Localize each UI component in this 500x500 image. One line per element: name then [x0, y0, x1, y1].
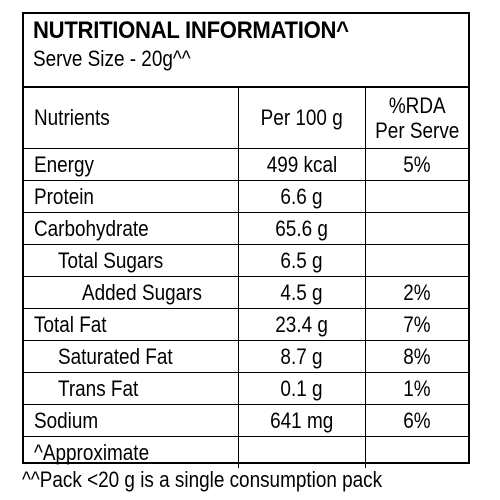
nutrient-name: Trans Fat [24, 372, 239, 405]
rda-value: 5% [364, 148, 468, 181]
table-row: Total Sugars 6.5 g [24, 244, 468, 277]
table-row: Total Fat 23.4 g 7% [24, 308, 468, 341]
nutrition-table: Nutrients Per 100 g %RDA Per Serve Energ… [24, 88, 468, 468]
nutrient-name: Carbohydrate [24, 212, 239, 245]
rda-value [364, 212, 468, 245]
per-100g-value: 0.1 g [237, 372, 366, 405]
nutrient-name: Energy [24, 148, 239, 181]
serve-size: Serve Size - 20g^^ [33, 46, 191, 71]
nutrient-name: Sodium [24, 404, 239, 437]
rda-value [364, 180, 468, 213]
nutrient-name: ^Approximate [24, 436, 239, 468]
table-row: Trans Fat 0.1 g 1% [24, 372, 468, 405]
nutrition-panel: NUTRITIONAL INFORMATION^ Serve Size - 20… [22, 12, 470, 468]
nutrient-name: Total Sugars [24, 244, 239, 277]
table-row: Carbohydrate 65.6 g [24, 212, 468, 245]
rda-value: 6% [364, 404, 468, 437]
header-rda-line2: Per Serve [374, 118, 459, 143]
header-per-100g: Per 100 g [237, 88, 366, 149]
table-row: ^Approximate [24, 436, 468, 468]
table-row: Sodium 641 mg 6% [24, 404, 468, 437]
rda-value [364, 436, 468, 468]
table-row: Added Sugars 4.5 g 2% [24, 276, 468, 309]
per-100g-value: 23.4 g [237, 308, 366, 341]
header-nutrients: Nutrients [24, 88, 239, 149]
panel-header: NUTRITIONAL INFORMATION^ Serve Size - 20… [24, 14, 468, 88]
rda-value [364, 244, 468, 277]
rda-value: 7% [364, 308, 468, 341]
table-row: Saturated Fat 8.7 g 8% [24, 340, 468, 373]
per-100g-value: 6.6 g [237, 180, 366, 213]
nutrient-name: Total Fat [24, 308, 239, 341]
nutrient-name: Added Sugars [24, 276, 239, 309]
per-100g-value: 4.5 g [237, 276, 366, 309]
table-row: Energy 499 kcal 5% [24, 148, 468, 181]
table-header-row: Nutrients Per 100 g %RDA Per Serve [24, 88, 468, 149]
per-100g-value: 65.6 g [237, 212, 366, 245]
table-row: Protein 6.6 g [24, 180, 468, 213]
per-100g-value [237, 436, 366, 468]
nutrient-name: Protein [24, 180, 239, 213]
rda-value: 8% [364, 340, 468, 373]
header-rda: %RDA Per Serve [364, 88, 468, 149]
header-rda-line1: %RDA [388, 93, 446, 118]
footnote: ^^Pack <20 g is a single consumption pac… [22, 467, 383, 492]
nutrient-name: Saturated Fat [24, 340, 239, 373]
rda-value: 2% [364, 276, 468, 309]
per-100g-value: 6.5 g [237, 244, 366, 277]
per-100g-value: 8.7 g [237, 340, 366, 373]
per-100g-value: 499 kcal [237, 148, 366, 181]
rda-value: 1% [364, 372, 468, 405]
panel-title: NUTRITIONAL INFORMATION^ [33, 17, 349, 44]
per-100g-value: 641 mg [237, 404, 366, 437]
